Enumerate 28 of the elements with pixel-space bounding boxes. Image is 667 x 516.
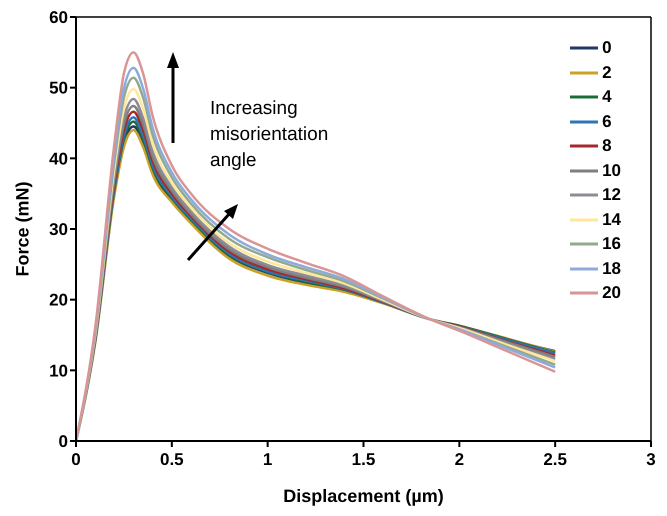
x-axis-title: Displacement (µm) — [283, 486, 444, 506]
legend-label: 14 — [602, 210, 621, 230]
legend-label: 2 — [602, 62, 612, 83]
x-tick-label: 2 — [454, 450, 464, 470]
x-tick-label: 1.5 — [352, 450, 376, 470]
legend-label: 4 — [602, 87, 612, 108]
y-tick-label: 10 — [49, 361, 68, 380]
y-tick-label: 20 — [49, 290, 68, 310]
legend-label: 10 — [602, 160, 621, 181]
y-tick-label: 30 — [49, 220, 68, 240]
legend-label: 18 — [602, 258, 621, 279]
x-tick-label: 0 — [71, 450, 81, 470]
y-tick-label: 60 — [49, 8, 68, 28]
legend-label: 8 — [602, 136, 612, 156]
legend-label: 16 — [602, 234, 621, 254]
y-tick-label: 50 — [49, 78, 68, 98]
annotation: Increasing misorientation angle — [210, 97, 330, 173]
y-tick-label: 0 — [58, 432, 68, 452]
x-tick-label: 3 — [646, 450, 656, 470]
legend-label: 12 — [602, 185, 621, 206]
legend-label: 20 — [602, 283, 621, 304]
legend-label: 6 — [602, 112, 612, 132]
x-tick-label: 0.5 — [160, 450, 184, 470]
x-tick-label: 2.5 — [543, 450, 567, 470]
y-axis-title: Force (mN) — [12, 181, 32, 277]
y-tick-label: 40 — [49, 149, 68, 168]
legend-label: 0 — [602, 38, 612, 58]
x-tick-label: 1 — [262, 450, 272, 470]
